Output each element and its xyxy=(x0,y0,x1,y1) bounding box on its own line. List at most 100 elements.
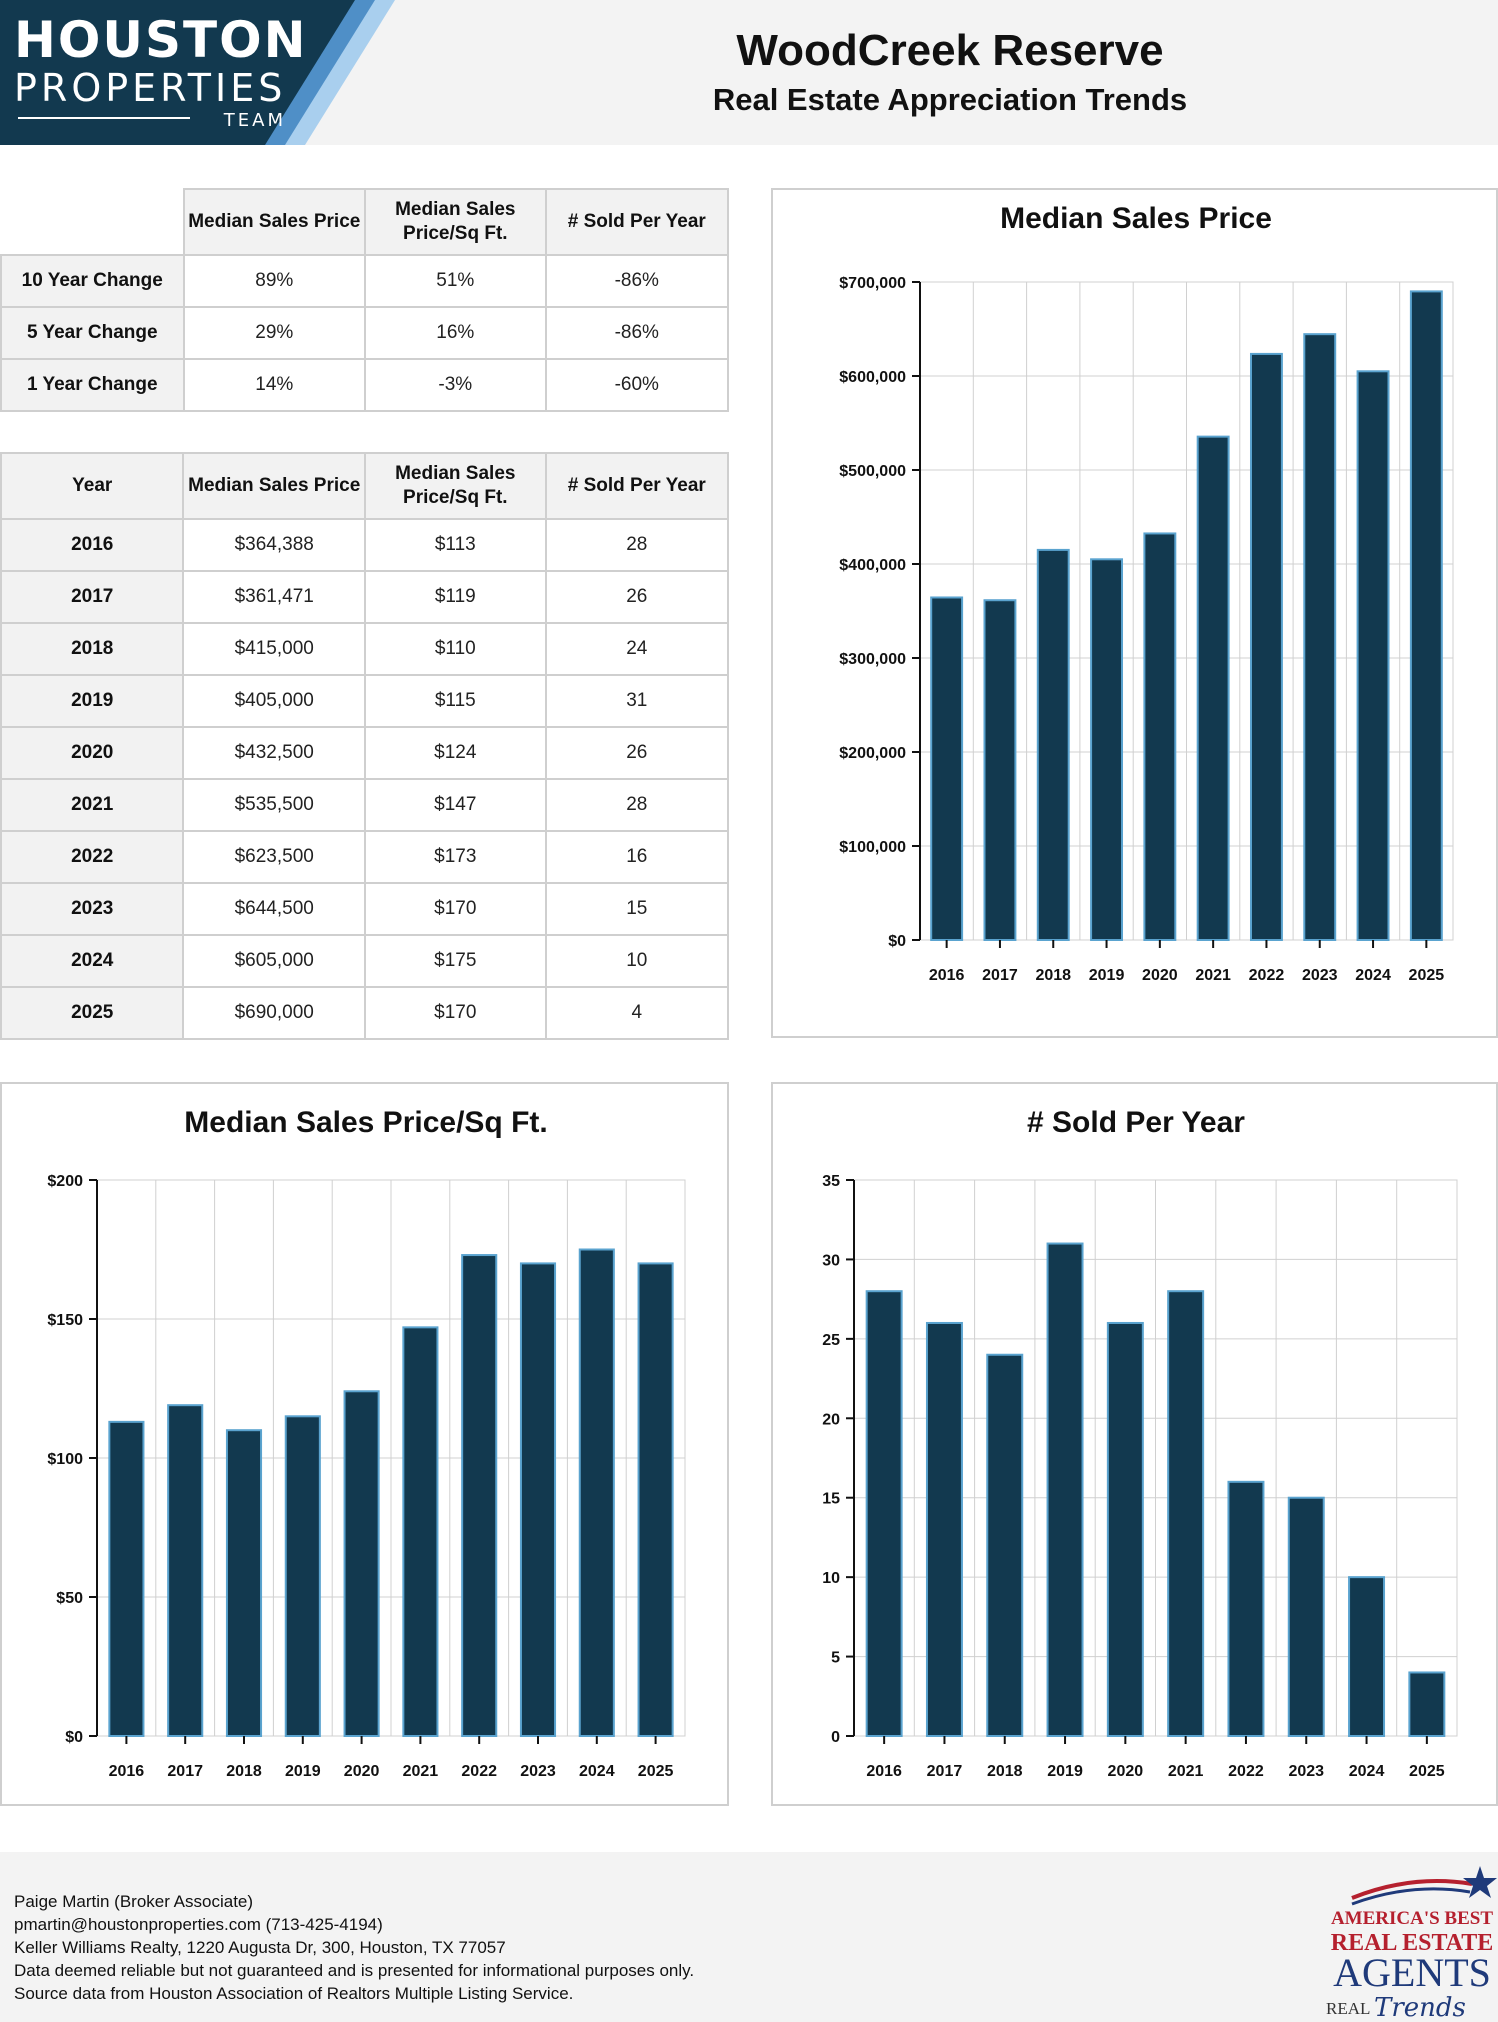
sold-cell: 28 xyxy=(544,518,730,572)
bar-2022 xyxy=(461,1254,498,1737)
year-cell: 2020 xyxy=(0,726,185,780)
sold-cell: 16 xyxy=(544,830,730,884)
change-cell-sold: -60% xyxy=(544,358,730,412)
footer-disclaimer: Data deemed reliable but not guaranteed … xyxy=(14,1961,695,1980)
badge-line-4: REAL xyxy=(1326,1999,1370,2018)
star-icon xyxy=(1463,1866,1497,1898)
sold-per-year-chart-panel: # Sold Per Year 0 5 10 15 20 25 30 35 2016 2017 201… xyxy=(771,1082,1498,1806)
bar-2024 xyxy=(1348,1576,1386,1737)
price-cell: $361,471 xyxy=(182,570,366,624)
year-header-price: Median Sales Price xyxy=(182,452,366,520)
x-tick-label: 2016 xyxy=(109,1763,145,1780)
sold-cell: 15 xyxy=(544,882,730,936)
x-tick-label: 2016 xyxy=(929,967,965,984)
y-tick-label: $500,000 xyxy=(839,463,906,480)
bar-2017 xyxy=(983,599,1017,941)
x-tick-label: 2025 xyxy=(638,1763,674,1780)
houston-properties-logo: HOUSTON PROPERTIES TEAM xyxy=(0,0,410,145)
bar-2019 xyxy=(1090,558,1124,941)
y-tick-label: $400,000 xyxy=(839,557,906,574)
change-table: Median Sales Price Median Sales Price/Sq… xyxy=(0,188,730,412)
bar-2018 xyxy=(986,1353,1024,1737)
x-tick-label: 2019 xyxy=(285,1763,321,1780)
price-cell: $364,388 xyxy=(182,518,366,572)
logo-line-3: TEAM xyxy=(223,110,286,131)
sqft-cell: $119 xyxy=(364,570,547,624)
table-row: 2018 $415,000 $110 24 xyxy=(0,622,730,676)
x-tick-label: 2024 xyxy=(1355,967,1391,984)
x-tick-label: 2018 xyxy=(1035,967,1071,984)
page-header: HOUSTON PROPERTIES TEAM WoodCreek Reserv… xyxy=(0,0,1498,145)
change-header-sold: # Sold Per Year xyxy=(544,188,730,256)
bar-2024 xyxy=(1356,370,1390,942)
logo-background xyxy=(0,0,395,145)
change-row-label: 10 Year Change xyxy=(0,254,185,308)
sqft-cell: $170 xyxy=(364,882,547,936)
change-cell-price: 29% xyxy=(182,306,367,360)
change-cell-sqft: 51% xyxy=(364,254,547,308)
sqft-cell: $173 xyxy=(364,830,547,884)
sqft-cell: $170 xyxy=(364,986,547,1040)
price-cell: $690,000 xyxy=(182,986,366,1040)
bar-2017 xyxy=(925,1321,963,1737)
sqft-cell: $175 xyxy=(364,934,547,988)
chart-title: Median Sales Price xyxy=(1000,202,1272,235)
year-cell: 2023 xyxy=(0,882,185,936)
y-tick-label: $200,000 xyxy=(839,745,906,762)
x-tick-label: 2017 xyxy=(982,967,1018,984)
change-header-price: Median Sales Price xyxy=(182,188,367,256)
change-row-label: 5 Year Change xyxy=(0,306,185,360)
x-tick-label: 2024 xyxy=(579,1763,615,1780)
sold-cell: 10 xyxy=(544,934,730,988)
x-tick-label: 2022 xyxy=(1228,1763,1264,1780)
bar-2020 xyxy=(1106,1321,1144,1737)
table-row: 2022 $623,500 $173 16 xyxy=(0,830,730,884)
y-tick-label: $700,000 xyxy=(839,275,906,292)
bar-2017 xyxy=(167,1404,204,1737)
table-row: 2021 $535,500 $147 28 xyxy=(0,778,730,832)
bar-2019 xyxy=(1046,1242,1084,1738)
y-tick-label: 30 xyxy=(822,1252,840,1269)
change-cell-sold: -86% xyxy=(544,306,730,360)
bar-2019 xyxy=(284,1415,321,1737)
page-footer: Paige Martin (Broker Associate) pmartin@… xyxy=(0,1852,1498,2022)
bar-2022 xyxy=(1227,1480,1265,1738)
bar-2023 xyxy=(1287,1496,1325,1738)
logo-line-1: HOUSTON xyxy=(14,11,308,69)
bar-2020 xyxy=(343,1390,380,1737)
year-cell: 2019 xyxy=(0,674,185,728)
table-row: 2019 $405,000 $115 31 xyxy=(0,674,730,728)
x-tick-label: 2017 xyxy=(167,1763,203,1780)
price-cell: $644,500 xyxy=(182,882,366,936)
bar-2021 xyxy=(1196,435,1230,941)
bar-2018 xyxy=(1036,548,1070,941)
footer-source: Source data from Houston Association of … xyxy=(14,1984,574,2003)
change-header-sqft: Median Sales Price/Sq Ft. xyxy=(364,188,547,256)
bar-2016 xyxy=(865,1290,903,1737)
bar-2021 xyxy=(402,1326,439,1737)
change-cell-price: 89% xyxy=(182,254,367,308)
y-tick-label: $0 xyxy=(888,933,906,950)
y-tick-label: 0 xyxy=(831,1729,840,1746)
badge-line-1: AMERICA'S BEST xyxy=(1331,1908,1493,1929)
bar-2025 xyxy=(1408,1671,1446,1738)
x-tick-label: 2023 xyxy=(1302,967,1338,984)
bar-2016 xyxy=(930,596,964,941)
x-tick-label: 2018 xyxy=(226,1763,262,1780)
x-tick-label: 2020 xyxy=(344,1763,380,1780)
logo-line-2: PROPERTIES xyxy=(14,66,287,110)
footer-agent-name: Paige Martin (Broker Associate) xyxy=(14,1892,254,1911)
change-cell-sqft: 16% xyxy=(364,306,547,360)
bar-2023 xyxy=(1303,333,1337,942)
y-tick-label: $300,000 xyxy=(839,651,906,668)
change-cell-price: 14% xyxy=(182,358,367,412)
y-tick-label: $0 xyxy=(65,1729,83,1746)
sqft-cell: $147 xyxy=(364,778,547,832)
price-cell: $415,000 xyxy=(182,622,366,676)
bar-2025 xyxy=(637,1262,674,1737)
x-tick-label: 2019 xyxy=(1047,1763,1083,1780)
y-tick-label: 20 xyxy=(822,1411,840,1428)
table-row: 2016 $364,388 $113 28 xyxy=(0,518,730,572)
change-table-corner xyxy=(1,189,185,256)
